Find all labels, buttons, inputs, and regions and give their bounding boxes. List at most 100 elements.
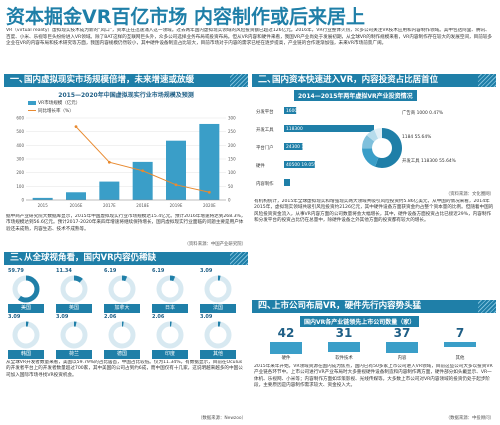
invest-chart-source: （资料来源：文化圈网） bbox=[445, 192, 494, 197]
invest-category-label: 平台门户 bbox=[256, 144, 274, 151]
section-decoration bbox=[230, 74, 248, 87]
global-country-label: 其他 bbox=[200, 350, 236, 359]
invest-chart-subtitle: 2014—2015年两年虚拟VR产业投资情况 bbox=[294, 90, 417, 101]
donut-arc bbox=[156, 321, 184, 349]
global-donut bbox=[156, 321, 184, 349]
y2-tick-label: 300 bbox=[228, 116, 236, 121]
invest-value-label: 118300 bbox=[286, 126, 303, 132]
invest-category-label: 分发平台 bbox=[256, 108, 274, 115]
market-bar bbox=[166, 140, 186, 200]
growth-point bbox=[141, 169, 145, 173]
global-country-label: 德国 bbox=[104, 350, 140, 359]
global-donut bbox=[60, 275, 88, 303]
invest-value-label: 24300 11.43% bbox=[286, 144, 318, 150]
y-tick-label: 500 bbox=[16, 129, 24, 134]
global-value: 6.19 bbox=[104, 268, 117, 274]
global-value: 2.06 bbox=[104, 314, 117, 320]
global-country-label: 韩国 bbox=[8, 350, 44, 359]
invest-bar bbox=[284, 143, 303, 150]
x-tick-label: 2017E bbox=[103, 203, 116, 208]
global-value: 6.19 bbox=[152, 268, 165, 274]
y2-tick-label: 50 bbox=[228, 184, 234, 189]
donut-track bbox=[108, 275, 136, 303]
section-3-title: 从全球视角看，国内VR内容仍稀缺 bbox=[24, 253, 157, 263]
y2-tick-label: 250 bbox=[228, 129, 236, 134]
global-value: 3.09 bbox=[56, 314, 69, 320]
donut-arc bbox=[108, 321, 136, 349]
global-value: 3.09 bbox=[200, 314, 213, 320]
section-decoration bbox=[230, 252, 248, 265]
market-bar bbox=[99, 181, 120, 200]
global-value: 3.09 bbox=[200, 268, 213, 274]
donut-track bbox=[12, 321, 40, 349]
global-donut bbox=[204, 275, 232, 303]
y-tick-label: 300 bbox=[16, 157, 24, 162]
donut-arc bbox=[60, 275, 88, 303]
invest-bar bbox=[284, 179, 290, 186]
donut-track bbox=[60, 275, 88, 303]
invest-bar bbox=[284, 107, 297, 114]
global-value: 11.34 bbox=[56, 268, 72, 274]
page-title: 资本掘金VR百亿市场 内容制作或后来居上 bbox=[6, 6, 365, 28]
y-tick-label: 200 bbox=[16, 170, 24, 175]
section-3-header: 三、 从全球视角看，国内VR内容仍稀缺 bbox=[4, 252, 248, 265]
invest-chart: 分发平台 16000 7.53% 开发工具 118300 平台门户 24300 11.43… bbox=[256, 107, 456, 187]
y2-tick-label: 200 bbox=[228, 143, 236, 148]
donut-arc bbox=[12, 321, 40, 349]
section-1-number: 一、 bbox=[10, 75, 29, 85]
section-1-text: 据中商产业研究院大数据库显示，2015年中国虚拟现实行业市场规模达15.4亿元。… bbox=[6, 214, 246, 232]
global-chart-source: （数据来源：Newzoo） bbox=[198, 416, 246, 421]
global-country-label: 日本 bbox=[152, 304, 188, 313]
section-4-title: 上市公司布局VR，硬件先行内容势头猛 bbox=[272, 301, 422, 311]
section-2-text: 有机构统计，2015年全球虚拟现实和增强现实两大领域共吸引风险投资约5.86亿美… bbox=[254, 199, 494, 224]
global-value: 2.06 bbox=[152, 314, 165, 320]
y2-tick-label: 100 bbox=[228, 170, 236, 175]
invest-extra-label: 1184 55.64% bbox=[402, 134, 431, 140]
global-donut bbox=[204, 321, 232, 349]
market-legend-bar: VR市场规模（亿元） bbox=[28, 100, 80, 106]
invest-extra-label: 开发工具 118300 55.64% bbox=[402, 157, 456, 164]
x-tick-label: 2019E bbox=[170, 203, 183, 208]
global-country-label: 英国 bbox=[56, 304, 92, 313]
listed-count: 37 bbox=[393, 326, 411, 340]
section-3-number: 三、 bbox=[10, 253, 29, 263]
donut-arc bbox=[108, 275, 136, 303]
section-decoration bbox=[478, 300, 496, 313]
donut-track bbox=[156, 275, 184, 303]
donut-track bbox=[156, 321, 184, 349]
global-developer-grid: 59.79 美国 11.34 英国 6.19 加拿大 6.19 日本 3.09 法国 3.09 韩国 3… bbox=[4, 268, 248, 359]
global-donut bbox=[108, 275, 136, 303]
donut-track bbox=[108, 321, 136, 349]
x-tick-label: 2015 bbox=[38, 203, 49, 208]
invest-value-label: 16000 7.53% bbox=[286, 108, 315, 114]
donut-hole bbox=[372, 138, 392, 158]
global-country-label: 荷兰 bbox=[56, 350, 92, 359]
global-country-label: 美国 bbox=[8, 304, 44, 313]
global-donut bbox=[12, 275, 40, 303]
listed-bar bbox=[386, 342, 418, 354]
x-tick-label: 2018E bbox=[136, 203, 149, 208]
x-tick-label: 2020E bbox=[203, 203, 216, 208]
listed-chart: 42 硬件 31 软件技术 37 内容 7 其他 bbox=[252, 326, 496, 362]
y-tick-label: 100 bbox=[16, 184, 24, 189]
market-bar bbox=[199, 123, 220, 200]
listed-category-label: 内容 bbox=[397, 356, 407, 361]
y2-tick-label: 0 bbox=[228, 198, 231, 203]
listed-category-label: 其他 bbox=[455, 356, 465, 361]
section-4-header: 四、 上市公司布局VR，硬件先行内容势头猛 bbox=[252, 300, 496, 313]
listed-count: 7 bbox=[455, 326, 465, 340]
donut-arc bbox=[12, 275, 40, 303]
section-3-text: 从全球VR开发者数量来看，美国以59.79%的占比居首，中国占比较低。仅为11.… bbox=[6, 360, 243, 378]
donut-arc bbox=[204, 275, 232, 303]
section-decoration bbox=[478, 74, 496, 87]
market-legend-line: 同比增长率（%） bbox=[28, 108, 74, 114]
donut-track bbox=[60, 321, 88, 349]
section-4-number: 四、 bbox=[258, 301, 277, 311]
invest-extra-label: 广告商 1000 0.47% bbox=[402, 109, 443, 116]
global-donut bbox=[12, 321, 40, 349]
global-donut bbox=[60, 321, 88, 349]
y-tick-label: 400 bbox=[16, 143, 24, 148]
y-tick-label: 600 bbox=[16, 116, 24, 121]
listed-chart-source: （数据来源：中投顾问） bbox=[445, 416, 494, 421]
global-value: 59.79 bbox=[8, 268, 24, 274]
